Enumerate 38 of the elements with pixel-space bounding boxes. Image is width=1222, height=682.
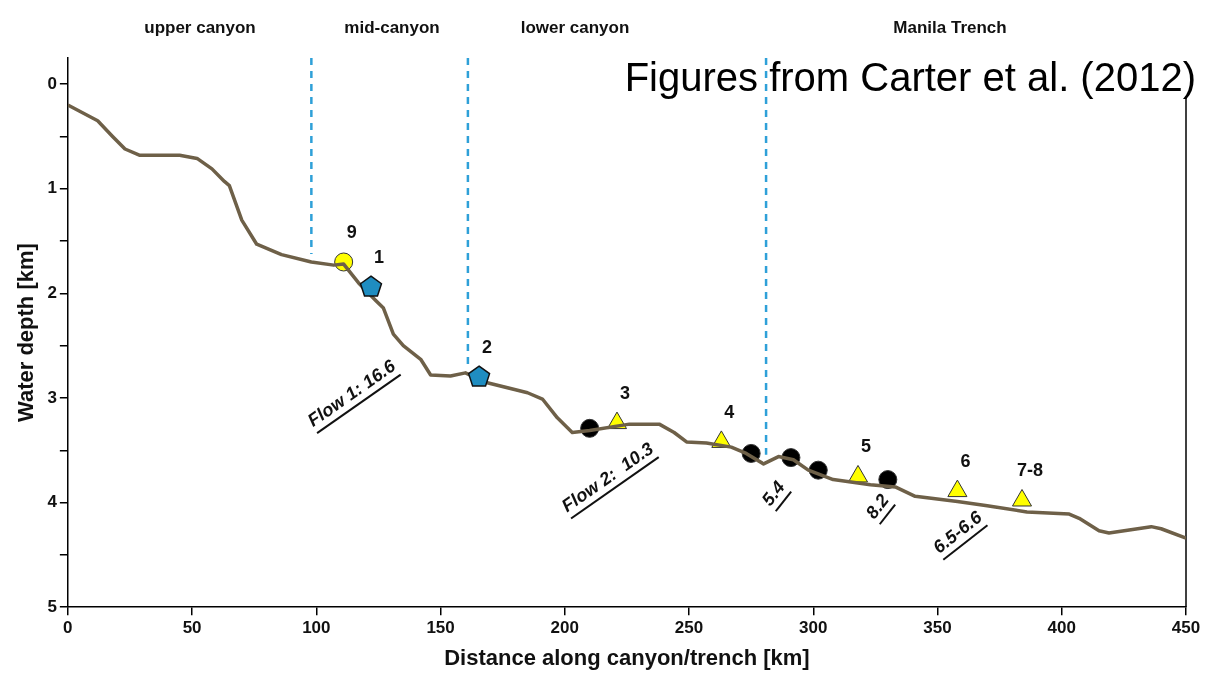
annotation: 5.4 [757, 477, 789, 510]
annotation: 5 [861, 436, 872, 457]
annotation: 1 [373, 247, 384, 268]
annotation: Figures from Carter et al. (2012) [624, 55, 1196, 100]
text: Manila Trench [893, 17, 1007, 37]
annotation: 6 [960, 451, 971, 472]
y-tick-label: 5 [47, 596, 57, 616]
point [947, 479, 968, 498]
annotation: 8.2 [861, 490, 893, 523]
text: mid-canyon [344, 17, 440, 37]
point [847, 464, 869, 483]
y-tick-label: 3 [47, 387, 57, 407]
text: upper canyon [144, 17, 256, 37]
x-tick-label: 250 [674, 618, 704, 638]
x-tick-label: 350 [923, 618, 952, 638]
y-tick-label: 0 [47, 73, 57, 93]
y-tick-label: 2 [47, 283, 57, 303]
y-tick-label: 4 [47, 492, 58, 512]
x-tick-label: 300 [799, 618, 828, 638]
annotation: 3 [619, 383, 630, 404]
annotation: 4 [724, 401, 735, 422]
x-tick-label: 150 [426, 618, 455, 638]
annotation: 9 [346, 221, 357, 242]
x-tick-label: 50 [182, 618, 202, 638]
x-tick-label: 450 [1171, 618, 1201, 638]
point [467, 365, 491, 387]
y-axis-title: Water depth [km] [13, 243, 39, 423]
x-axis-title: Distance along canyon/trench [km] [444, 644, 810, 670]
y-tick-label: 1 [47, 178, 57, 198]
point [359, 275, 383, 297]
x-tick-label: 100 [302, 618, 331, 638]
x-tick-label: 0 [63, 618, 73, 638]
annotation: 2 [482, 337, 493, 358]
x-tick-label: 400 [1047, 618, 1076, 638]
x-tick-label: 200 [550, 618, 579, 638]
text: lower canyon [520, 17, 630, 37]
annotation: 7-8 [1017, 460, 1044, 481]
point [1011, 489, 1033, 507]
